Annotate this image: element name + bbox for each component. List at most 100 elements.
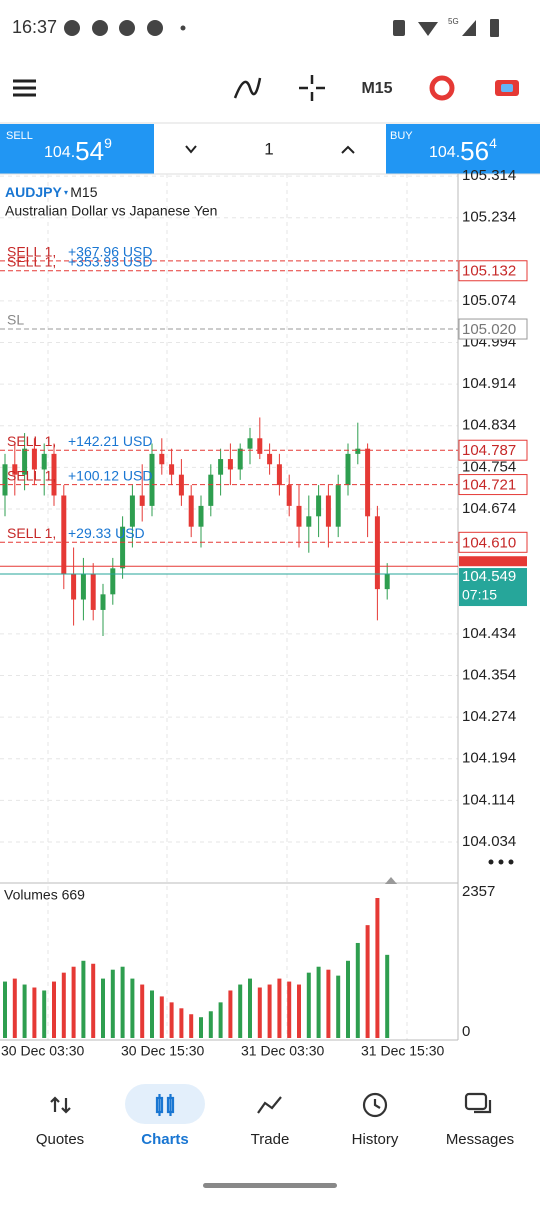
stop-loss-box: [458, 318, 528, 340]
order-side: SELL 1,: [7, 525, 56, 541]
candle-body: [22, 448, 28, 475]
volume-bar: [267, 984, 272, 1038]
volume-bar: [101, 978, 105, 1038]
nav-item[interactable]: Trade: [251, 1131, 290, 1148]
candle-body: [345, 453, 351, 486]
buy-button[interactable]: [386, 124, 540, 174]
volume-tick-label: 2357: [462, 883, 495, 900]
candle-body: [208, 474, 214, 506]
volume-bar: [228, 990, 233, 1038]
candle-body: [316, 495, 322, 517]
candle-body: [276, 464, 282, 486]
chart-timeframe: M15: [70, 184, 97, 200]
order-box: [458, 439, 528, 461]
candle-body: [188, 495, 194, 527]
clock: 16:37: [12, 17, 57, 37]
volume-bar: [385, 954, 390, 1038]
objects-button[interactable]: [429, 75, 455, 101]
indicators-button[interactable]: [233, 77, 262, 99]
candle-body: [169, 464, 175, 475]
bar-countdown: 07:15: [462, 587, 497, 603]
home-indicator: [203, 1183, 337, 1188]
candle-body: [61, 495, 67, 574]
y-tick-label: 104.674: [462, 500, 516, 517]
order-profit: +367.96 USD: [68, 244, 152, 260]
network: 5G: [448, 17, 459, 26]
grid: [47, 174, 408, 1040]
description: Australian Dollar vs Japanese Yen: [5, 203, 217, 219]
order-box: [458, 260, 528, 282]
ask-box: [459, 556, 527, 567]
menu-button[interactable]: [13, 79, 36, 97]
decrease-volume[interactable]: [185, 145, 197, 154]
candle-body: [12, 464, 18, 475]
sell-button[interactable]: [0, 124, 154, 174]
y-tick-label: 104.274: [462, 708, 516, 725]
sell-price: 104.549: [44, 135, 112, 166]
volume-bar: [346, 960, 350, 1038]
order-profit: +353.93 USD: [68, 253, 152, 269]
panel-handle[interactable]: [385, 877, 397, 884]
candle-body: [306, 516, 312, 527]
order-price: 104.787: [462, 442, 516, 459]
candle-body: [384, 574, 390, 590]
buy-label: BUY: [390, 130, 413, 142]
sell-label: SELL: [6, 130, 33, 142]
volume-bar: [336, 975, 341, 1038]
volume-bar: [42, 990, 47, 1038]
candle-body: [159, 453, 165, 465]
candle-body: [365, 448, 371, 517]
price-part: 9: [104, 135, 112, 151]
y-tick-label: 104.034: [462, 833, 516, 850]
more-button[interactable]: [488, 859, 514, 865]
volume-bar: [297, 984, 301, 1038]
candle-body: [374, 516, 380, 590]
crosshair-button[interactable]: [299, 75, 325, 101]
volume-bar: [22, 984, 27, 1038]
time-label: 30 Dec 15:30: [121, 1043, 204, 1059]
order-side: SELL 1,: [7, 467, 56, 483]
bid-price: 104.549: [462, 568, 516, 585]
y-tick-label: 104.434: [462, 625, 516, 642]
volume-bar: [257, 987, 262, 1038]
increase-volume[interactable]: [341, 145, 355, 154]
order-profit: +100.12 USD: [68, 467, 152, 483]
candle-body: [178, 474, 184, 496]
nav-item[interactable]: Quotes: [36, 1131, 84, 1148]
volume-bar: [52, 981, 56, 1038]
status-icons: [64, 19, 499, 37]
y-tick-label: 105.074: [462, 292, 516, 309]
candle-body: [335, 485, 341, 527]
candle-body: [149, 453, 155, 506]
volume-bar: [61, 972, 66, 1038]
candle-body: [139, 495, 145, 506]
nav-highlight: [125, 1084, 205, 1124]
volume-bar: [81, 960, 86, 1038]
time-label: 31 Dec 03:30: [241, 1043, 324, 1059]
candle-body: [198, 505, 204, 527]
nav-item[interactable]: History: [352, 1131, 399, 1148]
candle-body: [355, 448, 361, 454]
candle-body: [120, 526, 126, 569]
nav-item[interactable]: Charts: [141, 1131, 189, 1148]
price-part: 104.: [44, 144, 75, 161]
volume-bar: [199, 1017, 203, 1038]
volume-bar: [12, 978, 17, 1038]
time-label: 31 Dec 15:30: [361, 1043, 444, 1059]
volume-bar: [287, 981, 292, 1038]
volume-bar: [189, 1014, 194, 1038]
volume-tick-label: 0: [462, 1023, 470, 1040]
order-side: SELL 1,: [7, 433, 56, 449]
order-side: SELL 1,: [7, 253, 56, 269]
candle-body: [71, 573, 77, 600]
y-tick-label: 105.314: [462, 167, 516, 184]
chart-header: AUDJPY ▾ M15: [5, 184, 98, 200]
timeframe-button[interactable]: M15: [361, 80, 392, 97]
symbol[interactable]: AUDJPY: [5, 184, 62, 200]
volume-input[interactable]: 1: [264, 139, 273, 158]
volume-bar: [120, 966, 125, 1038]
volume-bar: [277, 978, 282, 1038]
nav-item[interactable]: Messages: [446, 1131, 514, 1148]
volume-bar: [365, 925, 370, 1038]
